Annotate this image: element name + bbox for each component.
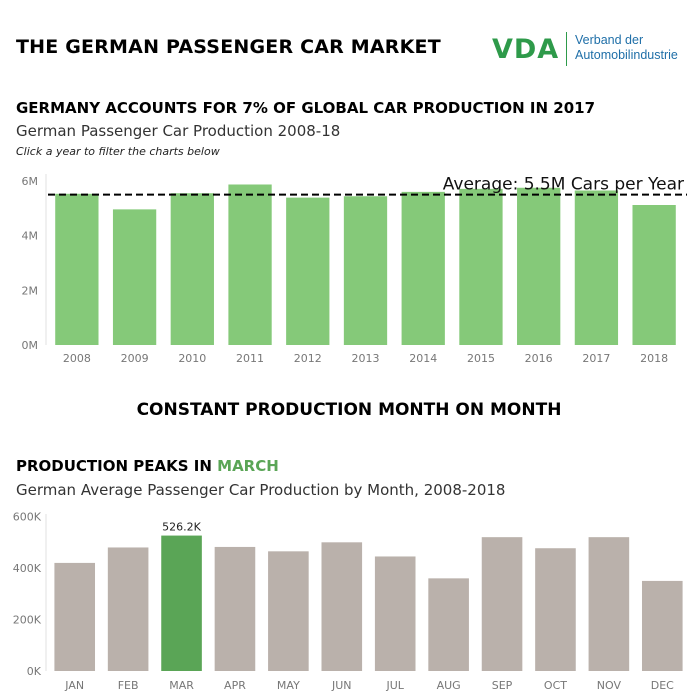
y-tick-label: 0M (22, 339, 39, 352)
x-tick-label: 2014 (409, 352, 437, 365)
bar-JAN[interactable] (54, 562, 96, 671)
production-heading: GERMANY ACCOUNTS FOR 7% OF GLOBAL CAR PR… (16, 99, 596, 117)
bar-APR[interactable] (214, 546, 256, 671)
x-tick-label: MAR (169, 679, 194, 692)
x-tick-label: APR (224, 679, 246, 692)
average-label: Average: 5.5M Cars per Year (443, 175, 684, 195)
logo-divider (566, 32, 567, 66)
annual-production-chart: 0M 2M 4M 6M 2008 2009 2010 2011 2012 2013 2014 2015… (22, 174, 687, 365)
bar-2018[interactable] (632, 205, 676, 345)
y-tick-label: 0K (27, 665, 42, 678)
vda-logo-text: Verband der Automobilindustrie (575, 33, 678, 63)
x-tick-label: MAY (277, 679, 300, 692)
y-tick-label: 6M (22, 175, 39, 188)
x-tick-label: FEB (118, 679, 139, 692)
bar-2015[interactable] (459, 188, 503, 345)
x-tick-label: 2011 (236, 352, 264, 365)
production-subtitle: German Passenger Car Production 2008-18 (16, 122, 341, 140)
bar-NOV[interactable] (588, 537, 630, 671)
section-heading: CONSTANT PRODUCTION MONTH ON MONTH (136, 400, 562, 420)
x-tick-label: AUG (437, 679, 461, 692)
bar-AUG[interactable] (428, 578, 469, 671)
y-tick-label: 400K (13, 562, 42, 575)
logo-line-1: Verband der (575, 33, 644, 47)
bar-2017[interactable] (574, 190, 619, 345)
bar-2014[interactable] (401, 191, 445, 345)
monthly-subtitle: German Average Passenger Car Production … (16, 481, 506, 499)
x-tick-label: OCT (544, 679, 567, 692)
bar-DEC[interactable] (641, 580, 683, 671)
x-tick-label: 2009 (121, 352, 149, 365)
x-tick-label: DEC (651, 679, 674, 692)
bar-2008[interactable] (55, 193, 99, 345)
vda-logo: VDA Verband der Automobilindustrie (492, 30, 692, 70)
logo-line-2: Automobilindustrie (575, 48, 678, 62)
vda-logo-mark: VDA (492, 34, 560, 65)
x-tick-label: 2010 (178, 352, 206, 365)
bar-2016[interactable] (517, 187, 561, 345)
y-tick-label: 200K (13, 614, 42, 627)
bar-2011[interactable] (228, 184, 272, 345)
x-tick-label: JUL (385, 679, 404, 692)
data-label: 526.2K (162, 521, 201, 534)
bar-2010[interactable] (170, 193, 214, 345)
x-tick-label: 2016 (525, 352, 553, 365)
y-tick-label: 2M (22, 284, 39, 297)
x-tick-label: 2013 (352, 352, 380, 365)
bar-FEB[interactable] (107, 547, 149, 671)
bar-OCT[interactable] (535, 548, 576, 671)
x-tick-label: 2018 (640, 352, 668, 365)
x-tick-label: 2008 (63, 352, 91, 365)
x-tick-label: JAN (64, 679, 84, 692)
y-tick-label: 4M (22, 230, 39, 243)
monthly-heading: PRODUCTION PEAKS IN MARCH (16, 457, 279, 475)
bar-2013[interactable] (343, 196, 388, 345)
bar-SEP[interactable] (481, 537, 523, 671)
filter-instruction: Click a year to filter the charts below (16, 145, 220, 158)
bar-MAY[interactable] (268, 551, 309, 671)
x-tick-label: SEP (492, 679, 513, 692)
monthly-heading-prefix: PRODUCTION PEAKS IN (16, 457, 218, 475)
x-tick-label: JUN (331, 679, 352, 692)
x-tick-label: 2017 (582, 352, 610, 365)
bar-JUL[interactable] (374, 556, 416, 671)
bar-MAR[interactable] (161, 535, 202, 671)
y-tick-label: 600K (13, 511, 42, 524)
bar-2012[interactable] (286, 197, 330, 345)
x-tick-label: 2015 (467, 352, 495, 365)
x-tick-label: NOV (597, 679, 622, 692)
x-tick-label: 2012 (294, 352, 322, 365)
bar-JUN[interactable] (321, 542, 363, 671)
monthly-heading-highlight: MARCH (217, 457, 279, 475)
monthly-production-chart: 0K 200K 400K 600K JAN FEB MAR 526.2K APR MAY JUN JU… (13, 511, 683, 692)
bar-2009[interactable] (112, 209, 157, 345)
page-title: THE GERMAN PASSENGER CAR MARKET (16, 36, 441, 58)
